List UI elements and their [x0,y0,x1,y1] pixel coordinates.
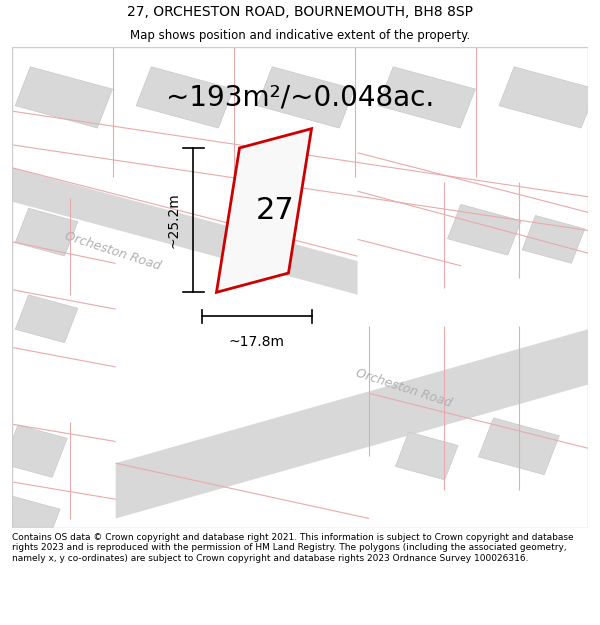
Polygon shape [0,496,60,541]
Polygon shape [257,67,355,128]
Polygon shape [395,432,458,480]
Polygon shape [448,204,521,255]
Text: Contains OS data © Crown copyright and database right 2021. This information is : Contains OS data © Crown copyright and d… [12,533,574,562]
Text: ~25.2m: ~25.2m [167,192,181,248]
Polygon shape [522,216,585,263]
Polygon shape [217,129,311,292]
Polygon shape [378,67,475,128]
Polygon shape [15,208,78,256]
Text: 27, ORCHESTON ROAD, BOURNEMOUTH, BH8 8SP: 27, ORCHESTON ROAD, BOURNEMOUTH, BH8 8SP [127,5,473,19]
Text: Orcheston Road: Orcheston Road [354,367,454,410]
Polygon shape [1,165,358,295]
Text: 27: 27 [256,196,295,225]
Polygon shape [116,326,599,519]
Text: ~193m²/~0.048ac.: ~193m²/~0.048ac. [166,83,434,111]
Polygon shape [15,67,112,128]
Polygon shape [136,67,233,128]
Polygon shape [15,295,78,343]
Polygon shape [499,67,596,128]
Text: Orcheston Road: Orcheston Road [63,230,163,273]
Polygon shape [3,425,67,478]
Polygon shape [478,418,559,474]
Text: ~17.8m: ~17.8m [229,334,285,349]
Text: Map shows position and indicative extent of the property.: Map shows position and indicative extent… [130,29,470,42]
